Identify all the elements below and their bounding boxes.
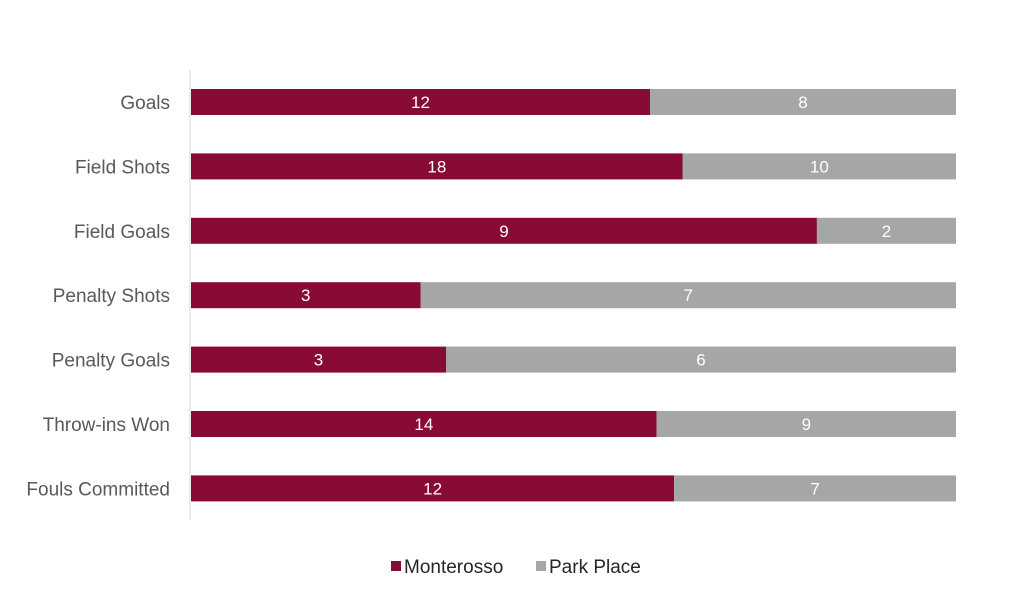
legend-label-park-place: Park Place — [549, 557, 641, 578]
category-label-penalty-goals: Penalty Goals — [52, 351, 170, 372]
legend-swatch-monterosso — [391, 561, 401, 571]
legend: Monterosso Park Place — [391, 557, 641, 578]
bar-park-place-goals — [650, 89, 956, 115]
bar-monterosso-field-shots — [191, 153, 683, 180]
category-label-fouls-committed: Fouls Committed — [26, 479, 170, 500]
bars-group — [191, 89, 956, 502]
value-labels-group: 12 8 18 10 9 2 3 7 3 6 14 9 12 7 — [301, 93, 891, 498]
legend-label-monterosso: Monterosso — [404, 557, 503, 578]
bar-park-place-field-goals — [816, 217, 956, 244]
bar-monterosso-penalty-goals — [191, 346, 446, 373]
bar-park-place-fouls-committed — [674, 475, 956, 502]
bar-park-place-penalty-goals — [446, 346, 956, 373]
bar-monterosso-penalty-shots — [191, 282, 421, 309]
value-label-monterosso-penalty-goals: 3 — [314, 351, 323, 370]
value-label-park-place-field-goals: 2 — [882, 222, 891, 241]
category-label-field-goals: Field Goals — [74, 222, 170, 243]
category-labels-group: Goals Field Shots Field Goals Penalty Shots… — [26, 93, 170, 500]
legend-swatch-park-place — [536, 561, 546, 571]
value-label-park-place-fouls-committed: 7 — [810, 479, 819, 498]
category-label-penalty-shots: Penalty Shots — [53, 286, 170, 307]
category-label-field-shots: Field Shots — [75, 157, 170, 178]
bar-park-place-field-shots — [682, 153, 956, 180]
bar-monterosso-fouls-committed — [191, 475, 675, 502]
value-label-park-place-throw-ins-won: 9 — [802, 415, 811, 434]
bar-park-place-throw-ins-won — [656, 411, 956, 437]
value-label-monterosso-field-goals: 9 — [499, 222, 508, 241]
value-label-monterosso-throw-ins-won: 14 — [414, 415, 433, 434]
value-label-park-place-field-shots: 10 — [810, 157, 829, 176]
value-label-park-place-penalty-shots: 7 — [684, 286, 693, 305]
bar-monterosso-field-goals — [191, 217, 817, 244]
bar-park-place-penalty-shots — [420, 282, 956, 309]
value-label-monterosso-fouls-committed: 12 — [423, 479, 442, 498]
value-label-park-place-penalty-goals: 6 — [696, 351, 705, 370]
category-label-throw-ins-won: Throw-ins Won — [43, 415, 170, 436]
bar-monterosso-throw-ins-won — [191, 411, 657, 437]
value-label-monterosso-field-shots: 18 — [427, 157, 446, 176]
bar-monterosso-goals — [191, 89, 650, 115]
value-label-monterosso-goals: 12 — [411, 93, 430, 112]
category-label-goals: Goals — [120, 93, 170, 114]
value-label-monterosso-penalty-shots: 3 — [301, 286, 310, 305]
value-label-park-place-goals: 8 — [798, 93, 807, 112]
